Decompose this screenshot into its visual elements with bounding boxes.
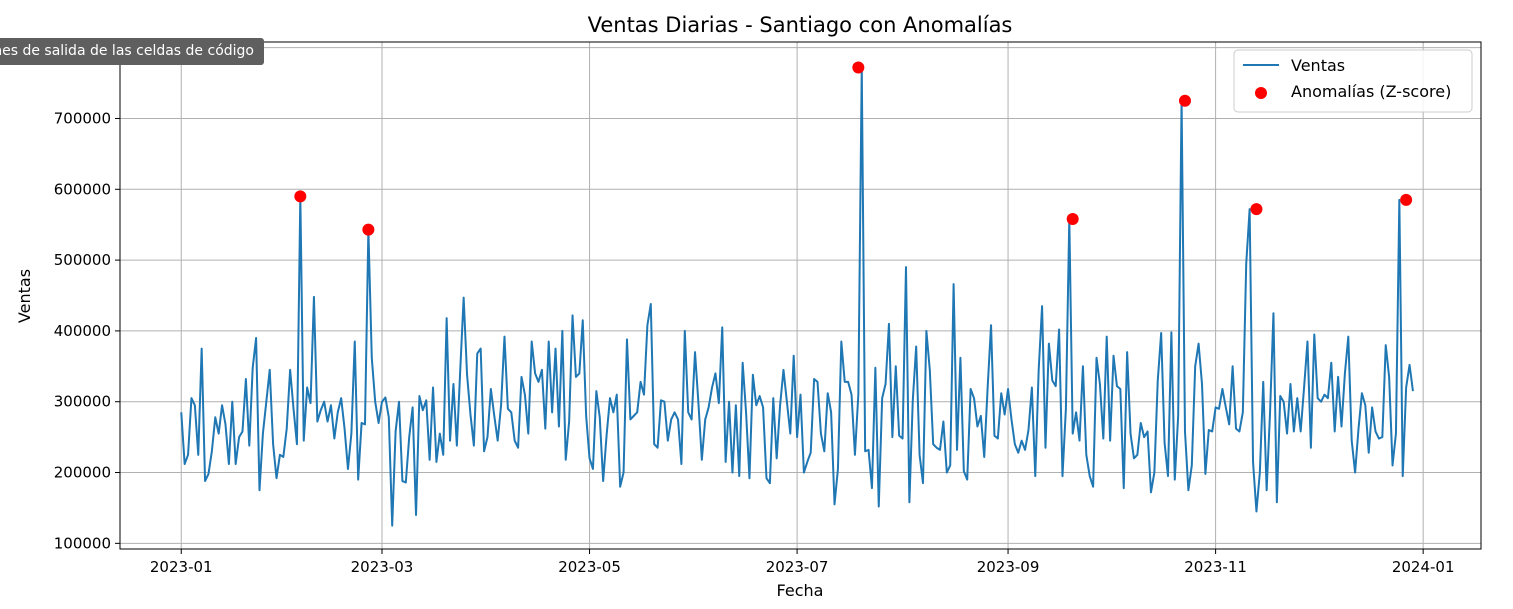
y-tick-label: 600000 <box>54 180 111 198</box>
anomaly-point <box>1400 193 1413 206</box>
y-tick-label: 500000 <box>54 251 111 269</box>
anomaly-point <box>852 61 865 74</box>
x-tick-label: 2023-01 <box>150 558 213 576</box>
anomaly-point <box>1250 203 1263 216</box>
y-axis-label: Ventas <box>15 269 34 323</box>
legend-marker-swatch <box>1255 87 1267 99</box>
anomaly-markers <box>294 61 1413 236</box>
anomaly-point <box>1178 94 1191 107</box>
x-axis: 2023-01 2023-03 2023-05 2023-07 2023-09 2023-… <box>150 549 1455 576</box>
x-tick-label: 2024-01 <box>1392 558 1455 576</box>
y-axis: 100000 200000 300000 400000 500000 600000 7000… <box>54 39 120 552</box>
y-tick-label: 400000 <box>54 322 111 340</box>
series-line-ventas <box>180 66 1414 527</box>
x-tick-label: 2023-09 <box>977 558 1040 576</box>
x-axis-label: Fecha <box>777 581 824 600</box>
toggle-output-tooltip: Activar o desactivar opciones de salida … <box>0 38 264 65</box>
y-tick-label: 300000 <box>54 393 111 411</box>
plot-area <box>180 66 1414 527</box>
anomaly-point <box>1066 213 1079 226</box>
x-tick-label: 2023-05 <box>558 558 621 576</box>
anomaly-point <box>362 223 375 236</box>
anomaly-point <box>294 190 307 203</box>
x-tick-label: 2023-03 <box>351 558 414 576</box>
legend-label-anomalias: Anomalías (Z-score) <box>1291 82 1451 101</box>
x-tick-label: 2023-11 <box>1184 558 1247 576</box>
chart-title: Ventas Diarias - Santiago con Anomalías <box>588 13 1013 37</box>
legend-label-ventas: Ventas <box>1291 56 1345 75</box>
x-tick-label: 2023-07 <box>766 558 829 576</box>
y-tick-label: 100000 <box>54 534 111 552</box>
y-tick-label: 700000 <box>54 109 111 127</box>
y-tick-label: 200000 <box>54 464 111 482</box>
legend: Ventas Anomalías (Z-score) <box>1233 49 1473 113</box>
plot-frame <box>119 41 1482 550</box>
legend-box <box>1233 49 1473 113</box>
grid <box>120 42 1481 549</box>
